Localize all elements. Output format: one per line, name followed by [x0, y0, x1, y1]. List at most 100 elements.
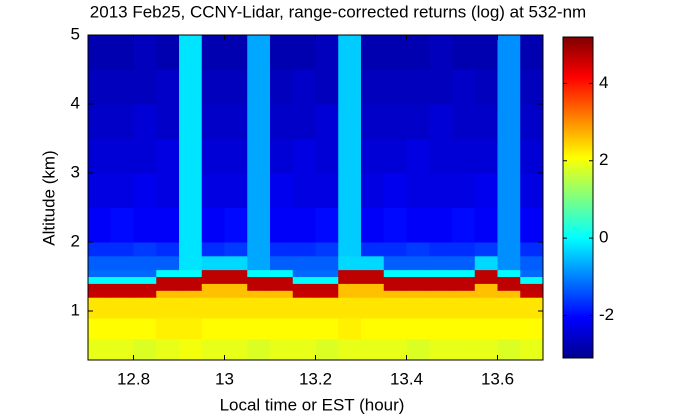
heatmap-cell	[292, 207, 316, 243]
heatmap-cell	[133, 138, 157, 174]
heatmap-cell	[292, 338, 316, 361]
heatmap-cell	[315, 283, 339, 291]
heatmap-cell	[179, 290, 203, 298]
heatmap-cell	[520, 338, 544, 361]
heatmap-cell	[452, 255, 476, 271]
heatmap-cell	[110, 283, 134, 291]
heatmap-cell	[179, 104, 203, 140]
heatmap-cell	[406, 338, 430, 361]
heatmap-cell	[156, 138, 180, 174]
heatmap-cell	[497, 290, 521, 298]
heatmap-cell	[452, 35, 476, 71]
heatmap-cell	[292, 242, 316, 257]
heatmap-cell	[452, 242, 476, 257]
heatmap-cell	[406, 290, 430, 298]
heatmap-cell	[247, 35, 271, 71]
heatmap-cell	[201, 242, 225, 257]
heatmap-cell	[88, 283, 112, 291]
heatmap-cell	[133, 242, 157, 257]
heatmap-cell	[315, 104, 339, 140]
heatmap-cell	[224, 35, 248, 71]
heatmap-cell	[292, 173, 316, 209]
heatmap-cell	[110, 297, 134, 319]
heatmap-cell	[201, 104, 225, 140]
heatmap-cell	[520, 317, 544, 340]
colorbar	[562, 36, 594, 359]
heatmap-cell	[156, 35, 180, 71]
heatmap-cell	[315, 317, 339, 340]
heatmap-cell	[179, 276, 203, 284]
heatmap-cell	[406, 69, 430, 105]
heatmap-cell	[110, 104, 134, 140]
x-tick-label: 13.6	[481, 369, 514, 388]
heatmap-cell	[270, 283, 294, 291]
colorbar-tick-label: -2	[599, 305, 614, 324]
heatmap-cell	[383, 338, 407, 361]
heatmap-cell	[179, 338, 203, 361]
x-axis-label: Local time or EST (hour)	[220, 395, 405, 414]
heatmap-cell	[383, 290, 407, 298]
heatmap-cell	[315, 207, 339, 243]
heatmap-cell	[201, 283, 225, 291]
y-tick-label: 1	[71, 300, 80, 319]
heatmap-cell	[224, 283, 248, 291]
heatmap-cell	[133, 317, 157, 340]
heatmap-cell	[452, 173, 476, 209]
heatmap-cell	[406, 138, 430, 174]
heatmap-cell	[201, 338, 225, 361]
heatmap-cell	[452, 69, 476, 105]
heatmap-cell	[520, 297, 544, 319]
heatmap-cell	[406, 283, 430, 291]
heatmap-cell	[429, 317, 453, 340]
heatmap-cell	[383, 283, 407, 291]
heatmap-cell	[406, 255, 430, 271]
heatmap-cell	[315, 242, 339, 257]
heatmap-cell	[429, 290, 453, 298]
heatmap-cell	[520, 255, 544, 271]
heatmap-cell	[88, 276, 112, 284]
heatmap-cell	[338, 255, 362, 271]
heatmap-cell	[133, 269, 157, 278]
heatmap-cell	[133, 69, 157, 105]
heatmap-cell	[520, 69, 544, 105]
heatmap-cell	[429, 338, 453, 361]
heatmap-cell	[520, 283, 544, 291]
heatmap-cell	[474, 207, 498, 243]
heatmap-cell	[88, 69, 112, 105]
heatmap-cell	[429, 255, 453, 271]
heatmap-cell	[88, 290, 112, 298]
heatmap-cell	[201, 173, 225, 209]
x-tick-label: 13	[215, 369, 234, 388]
heatmap-cell	[338, 69, 362, 105]
heatmap-cell	[429, 242, 453, 257]
heatmap-cell	[292, 138, 316, 174]
heatmap-cell	[179, 255, 203, 271]
heatmap-cell	[224, 138, 248, 174]
heatmap-cell	[292, 317, 316, 340]
heatmap-cell	[133, 35, 157, 71]
heatmap-cell	[179, 138, 203, 174]
heatmap-cell	[110, 269, 134, 278]
heatmap-cell	[474, 138, 498, 174]
heatmap-cell	[110, 35, 134, 71]
heatmap-cell	[520, 138, 544, 174]
heatmap-cell	[110, 69, 134, 105]
heatmap-cell	[224, 104, 248, 140]
heatmap-cell	[338, 173, 362, 209]
heatmap-cell	[361, 207, 385, 243]
heatmap-cell	[247, 283, 271, 291]
heatmap-cell	[247, 138, 271, 174]
x-tick-label: 13.4	[390, 369, 423, 388]
heatmap-cell	[361, 255, 385, 271]
heatmap-cell	[474, 276, 498, 284]
heatmap-cell	[497, 242, 521, 257]
heatmap-cell	[383, 269, 407, 278]
heatmap-cell	[383, 69, 407, 105]
heatmap-cell	[247, 290, 271, 298]
heatmap-cell	[270, 138, 294, 174]
heatmap-cell	[338, 276, 362, 284]
heatmap-cell	[270, 173, 294, 209]
heatmap-cell	[383, 297, 407, 319]
heatmap-cell	[88, 269, 112, 278]
heatmap-cell	[270, 297, 294, 319]
